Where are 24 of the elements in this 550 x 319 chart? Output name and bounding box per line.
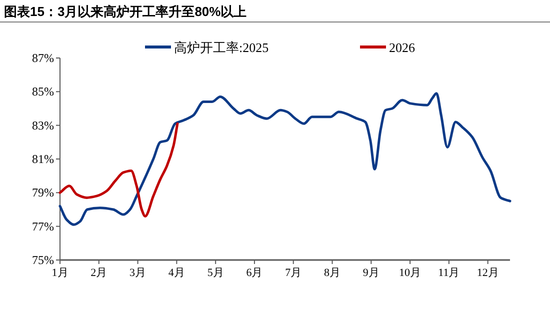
line-series — [58, 122, 179, 218]
legend-label: 2026 — [389, 40, 416, 55]
line-series — [58, 92, 512, 226]
x-tick-label: 5月 — [207, 267, 224, 279]
chart-title: 图表15：3月以来高炉开工率升至80%以上 — [4, 4, 247, 19]
y-tick-label: 75% — [32, 253, 54, 267]
x-tick-label: 7月 — [285, 267, 302, 279]
y-tick-label: 79% — [32, 186, 54, 200]
x-tick-label: 11月 — [438, 267, 460, 279]
x-tick-label: 4月 — [168, 267, 185, 279]
x-tick-label: 2月 — [90, 267, 108, 279]
y-tick-label: 87% — [32, 51, 54, 65]
y-tick-label: 83% — [32, 118, 54, 132]
y-tick-label: 77% — [32, 219, 54, 234]
x-tick-label: 12月 — [476, 267, 499, 279]
x-tick-label: 3月 — [130, 267, 146, 279]
x-tick-label: 8月 — [324, 267, 341, 279]
y-tick-label: 81% — [32, 152, 54, 166]
x-tick-label: 9月 — [362, 267, 380, 279]
x-tick-label: 1月 — [52, 267, 68, 279]
x-tick-label: 10月 — [399, 267, 422, 279]
legend-label: 高炉开工率:2025 — [174, 40, 269, 55]
x-tick-label: 6月 — [246, 267, 263, 279]
y-tick-label: 85% — [32, 84, 54, 99]
